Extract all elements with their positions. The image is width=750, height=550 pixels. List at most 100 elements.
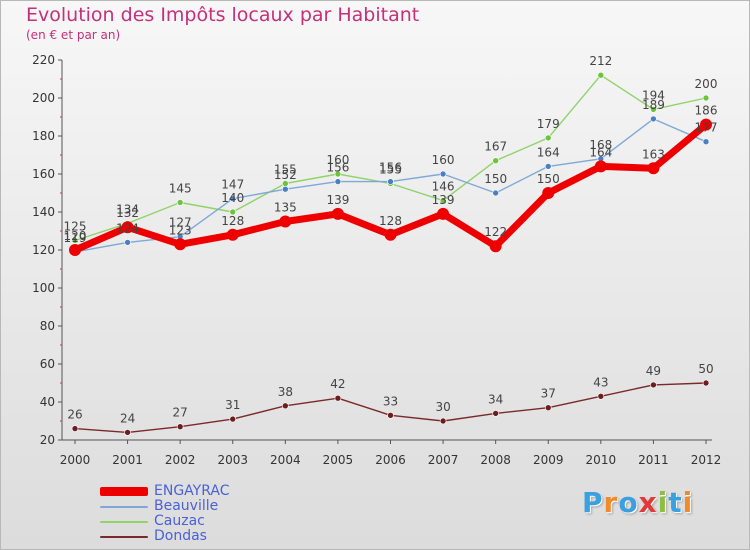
data-point-engayrac <box>69 244 81 256</box>
y-tick-label: 160 <box>32 167 55 181</box>
logo-letter: i <box>682 486 694 519</box>
logo-letter: o <box>618 486 639 519</box>
data-label-cauzac: 140 <box>221 191 244 205</box>
data-point-cauzac <box>597 71 605 79</box>
data-point-engayrac <box>279 215 292 228</box>
x-tick-label: 2010 <box>586 453 617 467</box>
y-tick-label: 220 <box>32 53 55 67</box>
data-label-beauville: 164 <box>537 145 560 159</box>
data-label-cauzac: 125 <box>64 220 87 234</box>
legend-swatch <box>100 505 148 508</box>
data-point-engayrac <box>174 238 187 251</box>
logo-letter: x <box>638 486 658 519</box>
data-point-engayrac <box>121 221 134 234</box>
data-point-dondas <box>334 394 342 402</box>
data-point-dondas <box>124 429 131 436</box>
data-label-dondas: 42 <box>330 377 345 391</box>
x-tick-label: 2007 <box>428 453 459 467</box>
data-point-engayrac <box>647 162 660 175</box>
data-label-beauville: 156 <box>326 161 349 175</box>
data-point-cauzac <box>71 237 79 244</box>
data-label-cauzac: 212 <box>589 54 612 68</box>
x-tick-label: 2012 <box>691 453 722 467</box>
data-label-cauzac: 145 <box>169 182 192 196</box>
legend-label: Dondas <box>154 528 207 544</box>
logo-letter: i <box>657 486 669 519</box>
data-point-cauzac <box>650 106 657 113</box>
legend-swatch <box>100 535 148 538</box>
data-label-beauville: 189 <box>642 98 665 112</box>
data-label-dondas: 24 <box>120 411 135 425</box>
legend-swatch <box>100 487 148 496</box>
data-point-dondas <box>492 410 499 417</box>
data-point-engayrac <box>542 187 555 199</box>
legend-item-dondas: Dondas <box>100 529 229 544</box>
x-tick-label: 2000 <box>60 453 91 467</box>
data-point-engayrac <box>437 207 450 220</box>
data-point-cauzac <box>544 134 552 142</box>
data-point-engayrac <box>384 228 397 241</box>
data-label-cauzac: 194 <box>642 88 665 102</box>
data-label-engayrac: 122 <box>484 225 507 239</box>
data-label-beauville: 147 <box>221 178 244 192</box>
x-tick-label: 2009 <box>533 453 564 467</box>
data-label-cauzac: 155 <box>274 163 297 177</box>
data-point-beauville <box>124 239 131 246</box>
data-label-engayrac: 120 <box>64 229 87 243</box>
data-label-engayrac: 186 <box>695 104 718 118</box>
data-point-beauville <box>492 189 499 197</box>
data-point-beauville <box>387 178 394 185</box>
data-point-beauville <box>702 138 710 145</box>
data-label-beauville: 156 <box>379 161 402 175</box>
x-tick-label: 2003 <box>217 453 248 467</box>
legend-label: Beauville <box>154 498 219 514</box>
data-label-engayrac: 123 <box>169 223 192 237</box>
data-point-engayrac <box>700 118 712 131</box>
x-tick-label: 2008 <box>480 453 511 467</box>
data-point-dondas <box>544 404 552 412</box>
data-label-cauzac: 146 <box>432 180 455 194</box>
legend-swatch <box>100 520 148 523</box>
data-point-engayrac <box>594 160 607 173</box>
data-point-engayrac <box>226 228 239 241</box>
data-label-dondas: 33 <box>383 394 398 408</box>
y-tick-label: 180 <box>32 129 55 143</box>
data-point-cauzac <box>702 94 710 102</box>
data-label-dondas: 30 <box>435 400 450 414</box>
data-point-dondas <box>282 402 289 410</box>
x-tick-label: 2002 <box>165 453 196 467</box>
x-tick-label: 2004 <box>270 453 301 467</box>
data-label-dondas: 49 <box>646 364 661 378</box>
data-point-dondas <box>702 379 710 387</box>
data-point-dondas <box>439 417 447 425</box>
data-point-beauville <box>229 195 237 202</box>
data-label-dondas: 31 <box>225 398 240 412</box>
data-label-dondas: 43 <box>593 375 608 389</box>
data-point-cauzac <box>229 208 237 216</box>
data-label-cauzac: 200 <box>695 77 718 91</box>
legend-item-engayrac: ENGAYRAC <box>100 484 229 499</box>
data-label-dondas: 34 <box>488 392 503 406</box>
data-label-engayrac: 139 <box>432 193 455 207</box>
legend-label: ENGAYRAC <box>154 483 230 499</box>
data-label-engayrac: 164 <box>589 145 612 159</box>
data-point-engayrac <box>489 240 502 253</box>
data-point-beauville <box>334 178 342 185</box>
data-point-beauville <box>650 115 657 123</box>
data-label-engayrac: 128 <box>379 214 402 228</box>
data-label-beauville: 160 <box>432 153 455 167</box>
proxiti-logo: Proxiti <box>582 486 693 519</box>
y-tick-label: 140 <box>32 205 55 219</box>
logo-letter: r <box>603 486 619 519</box>
data-point-cauzac <box>492 157 499 164</box>
data-point-engayrac <box>331 207 344 220</box>
data-label-dondas: 37 <box>541 387 556 401</box>
data-label-beauville: 152 <box>274 168 297 182</box>
data-point-beauville <box>544 163 552 170</box>
data-label-dondas: 38 <box>278 385 293 399</box>
data-label-engayrac: 150 <box>537 172 560 186</box>
data-label-engayrac: 139 <box>326 193 349 207</box>
x-tick-label: 2006 <box>375 453 406 467</box>
data-label-engayrac: 132 <box>116 206 139 220</box>
data-label-beauville: 177 <box>695 121 718 135</box>
